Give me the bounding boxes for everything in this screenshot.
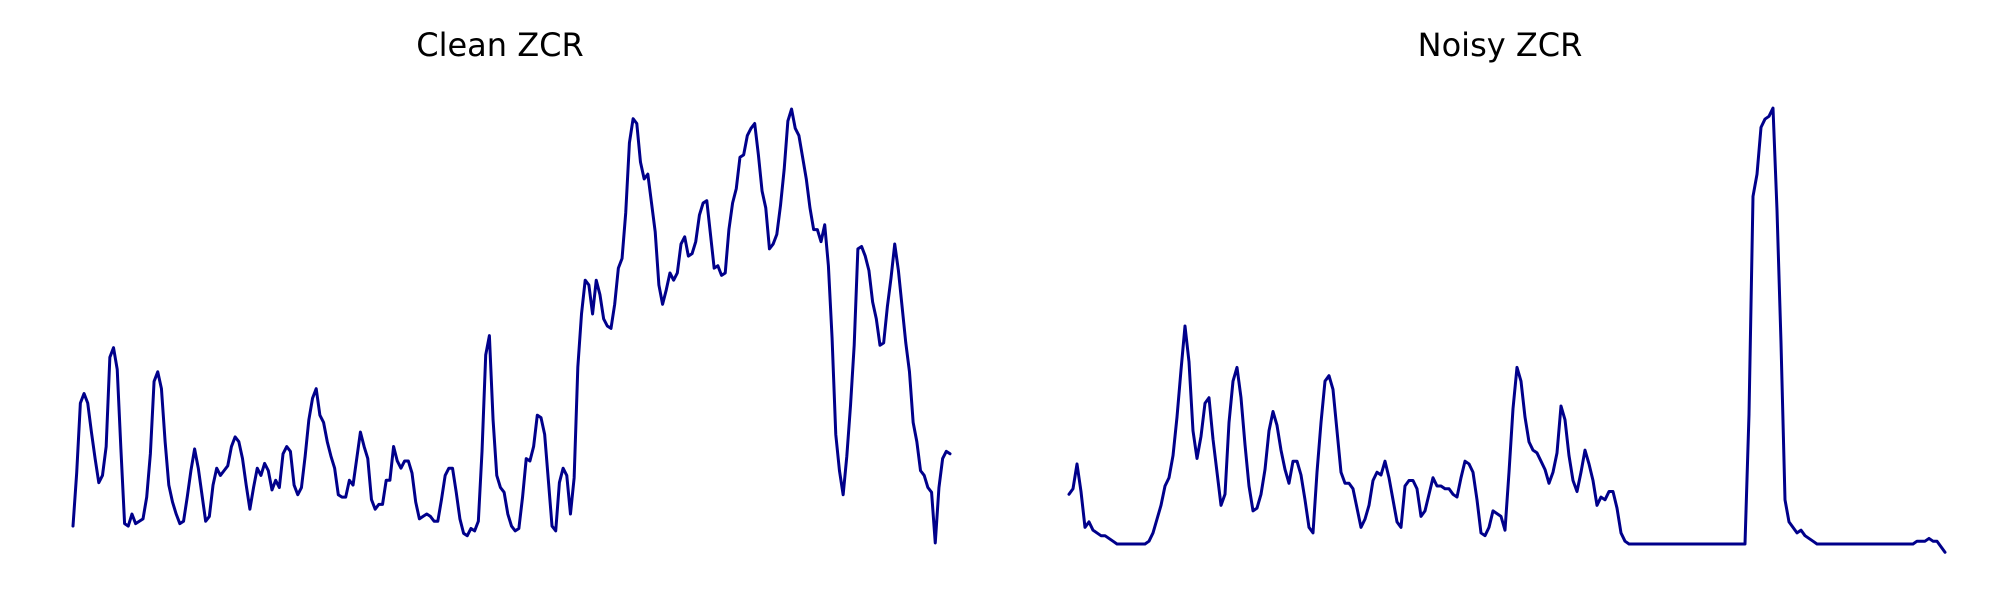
clean-zcr-panel: Clean ZCR — [71, 26, 952, 545]
chart-title: Clean ZCR — [416, 26, 584, 64]
noisy-zcr-panel: Noisy ZCR — [1000, 0, 2000, 600]
clean-zcr-plot — [71, 107, 952, 545]
noisy-zcr-plot — [1067, 106, 1947, 554]
chart-title: Noisy ZCR — [1417, 26, 1583, 64]
series-line-noisy — [1067, 106, 1947, 554]
series-line-clean — [71, 107, 952, 545]
